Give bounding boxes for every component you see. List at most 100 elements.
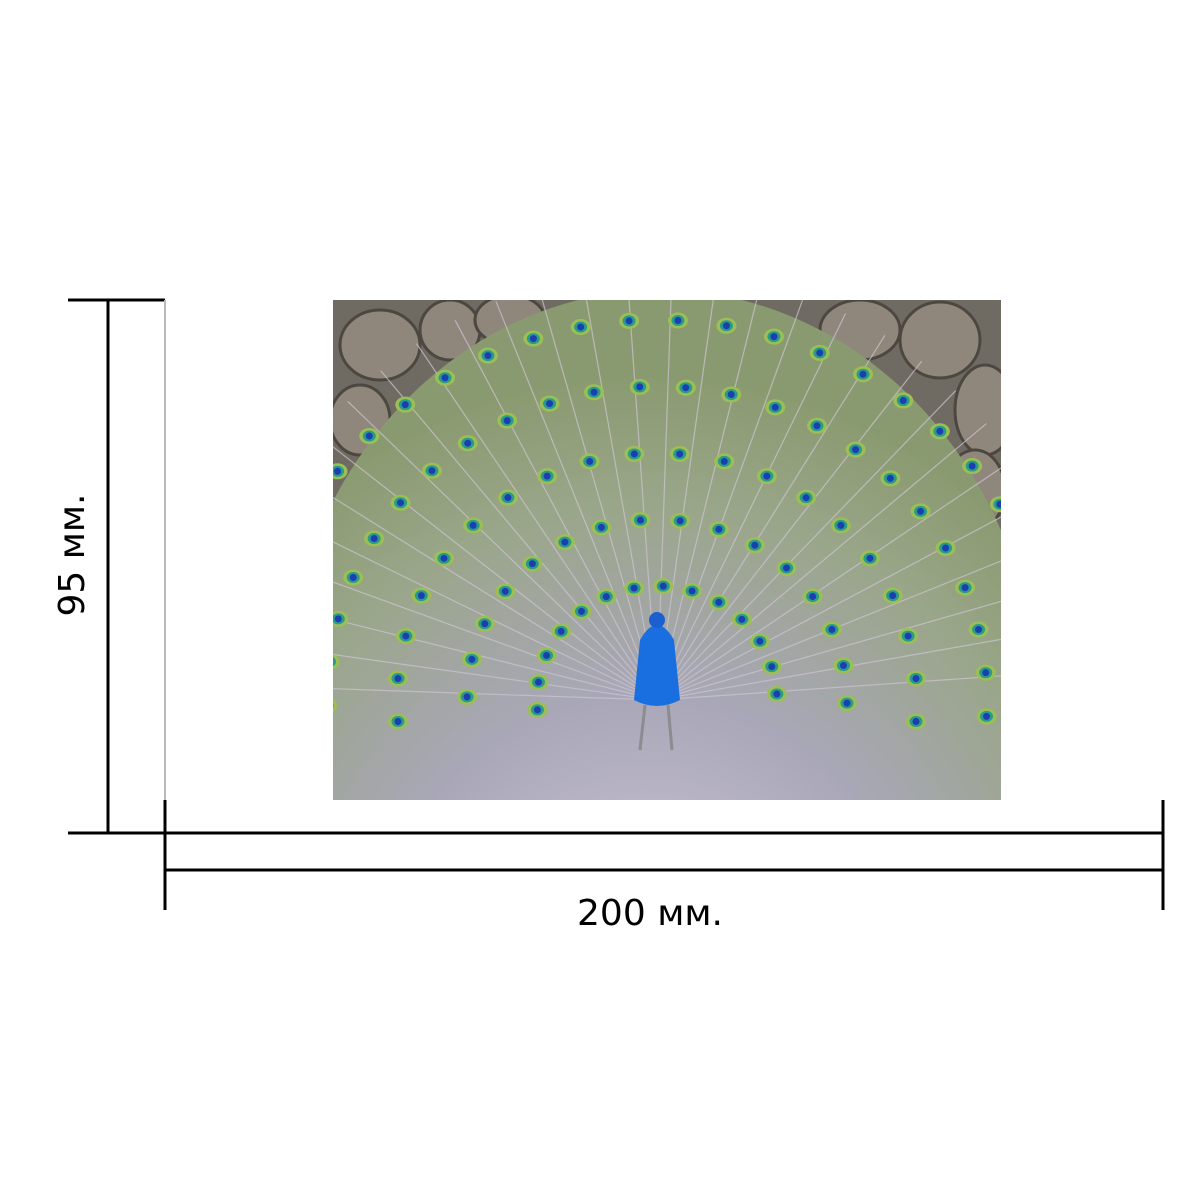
- eyespot-inner: [269, 592, 276, 599]
- eyespot-inner: [828, 625, 836, 633]
- eyespot-inner: [469, 521, 477, 529]
- eyespot-inner: [688, 587, 696, 595]
- feather-shaft: [333, 688, 658, 701]
- feather-shaft: [347, 400, 658, 701]
- eyespot-outer: [1046, 719, 1066, 735]
- eyespot-inner: [468, 655, 476, 663]
- feather-shaft: [333, 496, 658, 701]
- eyespot-inner: [738, 615, 746, 623]
- eyespot-inner: [334, 467, 342, 475]
- eyespot-mid: [304, 505, 317, 516]
- eyespot-mid: [252, 728, 265, 739]
- eyespot-inner: [546, 400, 554, 408]
- eyespot-inner: [983, 712, 991, 720]
- feather-shaft: [585, 300, 658, 701]
- eyespot-inner: [859, 370, 867, 378]
- feathers: [249, 300, 1066, 741]
- eyespot-inner: [809, 592, 817, 600]
- peacock-head: [649, 612, 665, 628]
- eyespot-inner: [630, 450, 638, 458]
- feather-shaft: [656, 360, 923, 701]
- eyespot-inner: [586, 457, 594, 465]
- eyespot-inner: [428, 467, 436, 475]
- feather-shaft: [656, 300, 804, 701]
- feather-shaft: [656, 600, 1001, 701]
- eyespot-inner: [402, 632, 410, 640]
- feather-shaft: [656, 423, 987, 701]
- feather-shaft: [656, 335, 886, 701]
- eyespot-inner: [401, 401, 409, 409]
- eyespot-outer: [301, 502, 321, 518]
- eyespot-inner: [961, 584, 969, 592]
- eyespot-outer: [1046, 672, 1066, 688]
- feather-shaft: [333, 618, 658, 701]
- eyespot-inner: [751, 541, 759, 549]
- peacock-body: [634, 625, 680, 706]
- feather-shaft: [380, 370, 658, 701]
- feather-shaft: [454, 320, 658, 701]
- eyespot-inner: [886, 474, 894, 482]
- eyespot-inner: [889, 592, 897, 600]
- photo: [249, 300, 1066, 800]
- eyespot-inner: [463, 693, 471, 701]
- eyespot-outer: [252, 633, 272, 649]
- eyespot-inner: [676, 450, 684, 458]
- eyespot-mid: [1016, 540, 1029, 551]
- eyespot-inner: [630, 584, 638, 592]
- feather-shaft: [333, 446, 658, 701]
- eyespot-mid: [1033, 583, 1046, 594]
- eyespot-inner: [543, 472, 551, 480]
- eyespot-inner: [255, 730, 262, 737]
- eyespot-inner: [577, 607, 585, 615]
- eyespot-inner: [768, 663, 776, 671]
- feather-shaft: [656, 560, 1001, 701]
- eyespot-inner: [802, 494, 810, 502]
- eyespot-mid: [333, 657, 336, 667]
- eyespot-inner: [557, 627, 565, 635]
- eyespot-inner: [975, 625, 983, 633]
- height-label: 95 мм.: [52, 493, 93, 616]
- feather-shaft: [416, 343, 658, 701]
- eyespot-inner: [577, 323, 585, 331]
- eyespot-inner: [324, 702, 331, 709]
- eyespot-inner: [285, 548, 292, 555]
- eyespot-inner: [503, 417, 511, 425]
- eyespot-outer: [1030, 581, 1050, 597]
- eyespot-inner: [899, 397, 907, 405]
- eyespot-mid: [251, 681, 264, 692]
- eyespot-inner: [659, 582, 667, 590]
- eyespot-inner: [1036, 585, 1043, 592]
- eyespot-mid: [255, 635, 268, 646]
- feather-shaft: [495, 301, 658, 701]
- eyespot-inner: [1053, 677, 1060, 684]
- eyespot-inner: [996, 500, 1001, 508]
- eyespot-inner: [394, 718, 402, 726]
- eyespot-inner: [763, 472, 771, 480]
- feather-shaft: [656, 313, 847, 701]
- eyespot-outer: [333, 699, 338, 712]
- eyespot-inner: [816, 349, 824, 357]
- eyespot-inner: [783, 564, 791, 572]
- eyespot-inner: [349, 574, 357, 582]
- feather-shaft: [541, 300, 658, 701]
- feather-shaft: [656, 638, 1001, 701]
- eyespot-mid: [1044, 629, 1057, 640]
- eyespot-inner: [397, 499, 405, 507]
- eyespot-outer: [249, 725, 269, 741]
- eyespot-inner: [464, 439, 472, 447]
- eyespot-inner: [840, 662, 848, 670]
- feather-shaft: [656, 675, 1001, 701]
- eyespot-inner: [501, 587, 509, 595]
- eyespot-inner: [484, 352, 492, 360]
- eyespot-inner: [912, 674, 920, 682]
- eyespot-inner: [543, 651, 551, 659]
- eyespot-inner: [770, 333, 778, 341]
- eyespot-inner: [597, 523, 605, 531]
- eyespot-inner: [968, 462, 976, 470]
- eyespot-inner: [258, 637, 265, 644]
- eyespot-inner: [674, 317, 682, 325]
- eyespot-inner: [370, 535, 378, 543]
- eyespot-mid: [333, 703, 334, 708]
- eyespot-mid: [282, 546, 295, 557]
